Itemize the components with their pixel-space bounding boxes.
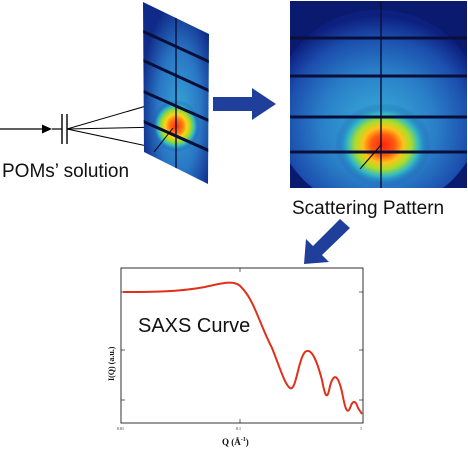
tilted-detector	[143, 2, 209, 184]
x-tick-label-2: 1	[360, 426, 362, 431]
arrow-to-curve	[304, 219, 350, 264]
x-axis-label: Q (Å-1)	[222, 437, 249, 447]
x-tick-label-0: 0.01	[117, 426, 124, 431]
sample-cell-icon	[61, 114, 68, 144]
x-axis-label-close: )	[246, 437, 249, 447]
saxs-plot	[120, 267, 364, 424]
scattering-pattern-image	[290, 1, 467, 188]
label-scattering-pattern: Scattering Pattern	[292, 198, 444, 219]
y-axis-label: I(Q) (a.u.)	[107, 346, 116, 381]
saxs-curve	[122, 281, 363, 415]
x-axis-label-main: Q (Å	[222, 437, 241, 447]
arrow-to-pattern	[213, 88, 276, 120]
label-poms-solution: POMs’ solution	[2, 161, 129, 182]
x-tick-label-1: 0.1	[236, 426, 241, 431]
plot-frame	[120, 267, 364, 424]
x-axis-label-exp: -1	[241, 437, 246, 443]
incident-beam	[0, 124, 62, 134]
plot-ticks	[121, 268, 363, 423]
label-saxs-curve: SAXS Curve	[138, 315, 250, 337]
